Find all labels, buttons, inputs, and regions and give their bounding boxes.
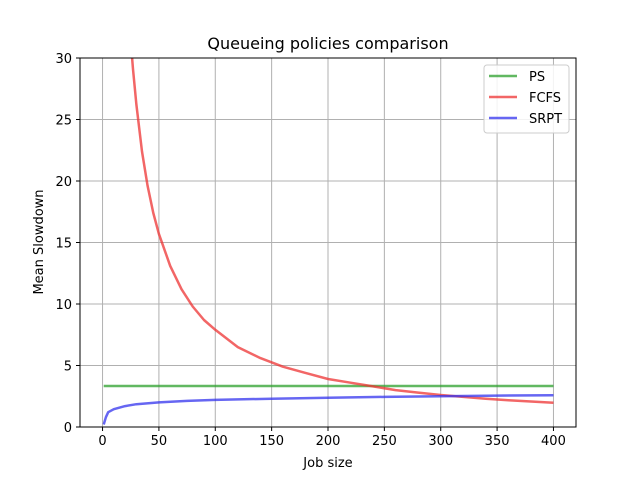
legend-label-srpt: SRPT [529, 112, 562, 127]
x-tick-label: 150 [259, 434, 284, 449]
x-axis-label: Job size [302, 456, 352, 471]
x-tick-label: 300 [428, 434, 453, 449]
y-tick-label: 0 [64, 421, 72, 436]
plot-lines [102, 58, 554, 425]
series-line-srpt [102, 394, 554, 425]
y-tick-label: 25 [55, 114, 72, 129]
x-tick-label: 400 [541, 434, 566, 449]
axis-ticks: 0 50 100 150 200 250 300 350 400 0 5 10 15 20 25 30 [55, 52, 565, 449]
y-tick-label: 30 [55, 52, 72, 67]
y-tick-label: 10 [55, 298, 72, 313]
x-tick-label: 350 [485, 434, 510, 449]
x-tick-label: 0 [98, 434, 106, 449]
legend-box [483, 64, 570, 134]
x-tick-label: 100 [203, 434, 228, 449]
y-tick-label: 15 [55, 237, 72, 252]
x-tick-label: 250 [372, 434, 397, 449]
legend: PS FCFS SRPT [483, 64, 570, 134]
y-tick-label: 20 [55, 175, 72, 190]
legend-label-fcfs: FCFS [529, 91, 561, 106]
x-tick-label: 200 [316, 434, 341, 449]
chart-title: Queueing policies comparison [207, 34, 448, 53]
legend-label-ps: PS [529, 70, 545, 85]
y-axis-label: Mean Slowdown [32, 189, 47, 294]
y-tick-label: 5 [64, 360, 72, 375]
x-tick-label: 50 [151, 434, 168, 449]
